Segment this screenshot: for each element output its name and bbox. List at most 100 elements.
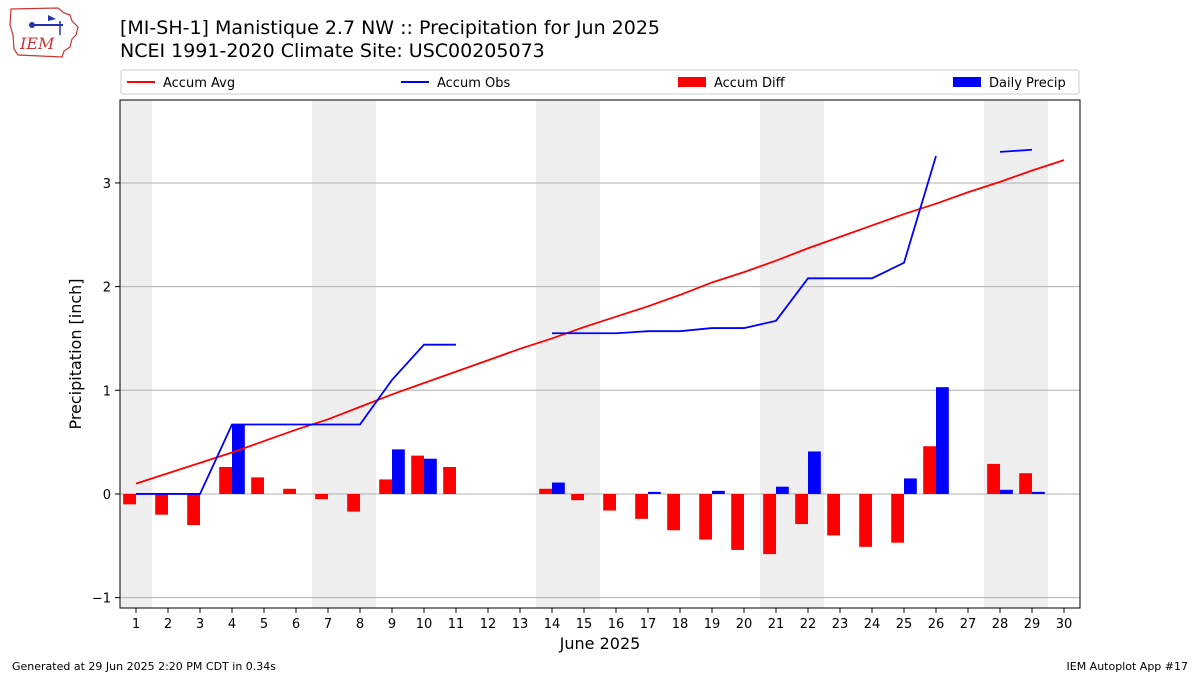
x-tick-label: 9 [388,617,396,632]
x-tick-label: 13 [512,617,529,632]
weekend-band-29 [1016,100,1048,608]
accum-obs-line [999,148,1033,153]
daily-precip-bar [1032,491,1045,494]
plot-frame [119,99,1081,609]
accum-obs-line [136,343,456,495]
x-tick-label: 27 [960,617,977,632]
y-tick-label: 1 [103,384,111,399]
accum-diff-bar [603,493,616,511]
accum-diff-bar [571,493,584,501]
accum-diff-bar [347,493,360,512]
x-tick-label: 29 [1024,617,1041,632]
x-tick-label: 26 [928,617,945,632]
y-gridlines [120,182,1080,599]
accum-diff-bar [123,493,136,505]
accum-diff-bar [699,493,712,540]
generated-timestamp: Generated at 29 Jun 2025 2:20 PM CDT in … [12,660,277,673]
daily-precip-bar [776,486,789,494]
accum-diff-bar [859,493,872,547]
y-axis: −1 0 1 2 3 [92,177,120,607]
x-tick-label: 14 [544,617,561,632]
weekend-band-15 [568,100,600,608]
daily-precip-bar [712,490,725,494]
legend-label: Accum Obs [437,76,510,91]
accum-obs-line [552,155,937,335]
bar-series [123,387,1045,555]
accum-diff-bar [443,467,456,494]
chart-title: [MI-SH-1] Manistique 2.7 NW :: Precipita… [120,17,661,39]
x-tick-label: 20 [736,617,753,632]
daily-precip-bar [648,491,661,494]
x-axis-label: June 2025 [559,634,641,653]
legend-label: Daily Precip [989,76,1066,91]
accum-diff-bar [251,477,264,494]
y-tick-label: 3 [103,177,111,192]
accum-diff-bar [411,455,424,494]
accum-diff-bar [155,493,168,515]
x-axis: 1 2 3 4 5 6 7 8 9 10 11 12 13 14 15 16 17 18 19 20 21 22 23 24 2… [132,608,1072,632]
daily-precip-bar [904,478,917,494]
accum-diff-bar [379,479,392,494]
daily-precip-bar [808,451,821,494]
accum-diff-bar [1019,473,1032,494]
legend-label: Accum Avg [163,76,235,91]
x-tick-label: 28 [992,617,1009,632]
x-tick-label: 8 [356,617,364,632]
x-tick-label: 10 [416,617,433,632]
weekend-band-14 [536,100,568,608]
chart-subtitle: NCEI 1991-2020 Climate Site: USC00205073 [120,40,545,62]
weekend-shading [120,100,1048,608]
x-tick-label: 6 [292,617,300,632]
y-tick-label: 0 [103,488,111,503]
line-series [135,148,1065,495]
accum-diff-bar [667,493,680,531]
weekend-band-7 [312,100,344,608]
x-tick-label: 25 [896,617,913,632]
accum-diff-bar [187,493,200,526]
x-tick-label: 16 [608,617,625,632]
x-tick-label: 2 [164,617,172,632]
x-tick-label: 11 [448,617,465,632]
x-tick-label: 15 [576,617,593,632]
accum-diff-bar [315,493,328,500]
accum-diff-bar [539,488,552,494]
accum-diff-bar [923,446,936,494]
accum-diff-bar [891,493,904,543]
x-tick-label: 3 [196,617,204,632]
daily-precip-bar [552,482,565,494]
weekend-band-8 [344,100,376,608]
legend: Accum Avg Accum Obs Accum Diff Daily Precip [120,69,1080,95]
accum-diff-bar [635,493,648,519]
legend-swatch [953,77,981,87]
accum-diff-bar [731,493,744,550]
x-tick-label: 21 [768,617,785,632]
legend-box [120,69,1080,95]
x-tick-label: 17 [640,617,657,632]
legend-swatch [678,77,706,87]
y-tick-label: −1 [92,592,111,607]
accum-diff-bar [219,467,232,494]
x-tick-label: 19 [704,617,721,632]
x-tick-label: 7 [324,617,332,632]
x-tick-label: 24 [864,617,881,632]
iem-logo: IEM [9,7,79,58]
x-tick-label: 5 [260,617,268,632]
x-tick-label: 23 [832,617,849,632]
daily-precip-bar [424,458,437,494]
accum-diff-bar [283,488,296,494]
accum-avg-line [135,159,1065,485]
y-axis-label: Precipitation [inch] [66,278,85,429]
accum-diff-bar [763,493,776,555]
weekend-band-28 [984,100,1016,608]
x-tick-label: 1 [132,617,140,632]
y-tick-label: 2 [103,281,111,296]
daily-precip-bar [1000,489,1013,494]
x-tick-label: 30 [1056,617,1073,632]
x-tick-label: 22 [800,617,817,632]
daily-precip-bar [232,424,245,494]
accum-diff-bar [987,463,1000,494]
accum-diff-bar [827,493,840,536]
weekend-band-1 [120,100,152,608]
daily-precip-bar [392,449,405,494]
